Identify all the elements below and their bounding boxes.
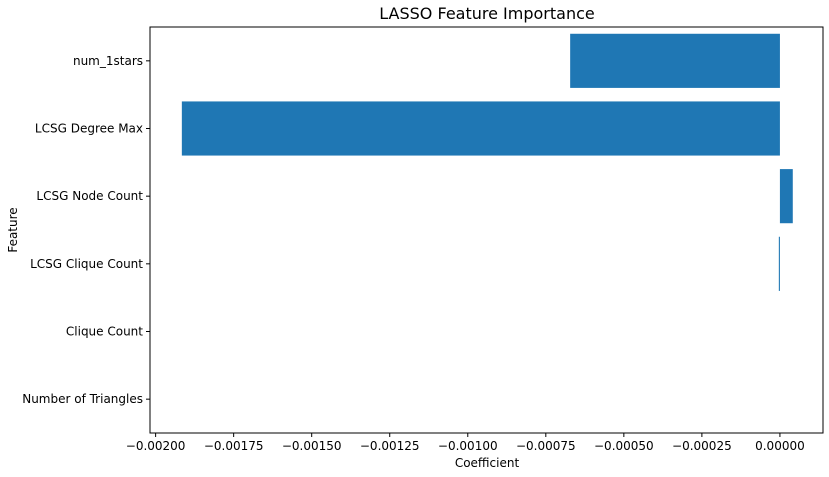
x-tick-label: −0.00125 <box>360 439 420 453</box>
y-tick-label: LCSG Node Count <box>36 189 143 203</box>
bar <box>778 236 780 291</box>
y-tick-label: LCSG Clique Count <box>30 257 143 271</box>
bar <box>181 101 780 156</box>
x-tick-label: −0.00025 <box>672 439 732 453</box>
x-tick-label: 0.00000 <box>755 439 805 453</box>
y-tick-label: num_1stars <box>73 54 143 68</box>
x-tick-label: −0.00150 <box>282 439 342 453</box>
x-tick-label: −0.00075 <box>516 439 576 453</box>
bar <box>570 33 780 88</box>
y-axis-label: Feature <box>6 207 20 252</box>
y-tick-label: Number of Triangles <box>22 392 143 406</box>
y-tick-label: LCSG Degree Max <box>35 122 143 136</box>
y-axis-ticks: num_1stars LCSG Degree Max LCSG Node Count… <box>22 54 150 406</box>
x-tick-label: −0.00175 <box>204 439 264 453</box>
bar <box>779 169 793 224</box>
chart-title: LASSO Feature Importance <box>379 4 594 23</box>
plot-frame <box>149 26 824 434</box>
bars-group <box>181 33 793 291</box>
x-tick-label: −0.00050 <box>594 439 654 453</box>
y-tick-label: Clique Count <box>66 325 143 339</box>
x-tick-label: −0.00100 <box>438 439 498 453</box>
x-tick-label: −0.00200 <box>126 439 186 453</box>
x-axis-label: Coefficient <box>455 456 520 470</box>
x-axis-ticks: −0.00200 −0.00175 −0.00150 −0.00125 −0.00100… <box>126 433 805 453</box>
